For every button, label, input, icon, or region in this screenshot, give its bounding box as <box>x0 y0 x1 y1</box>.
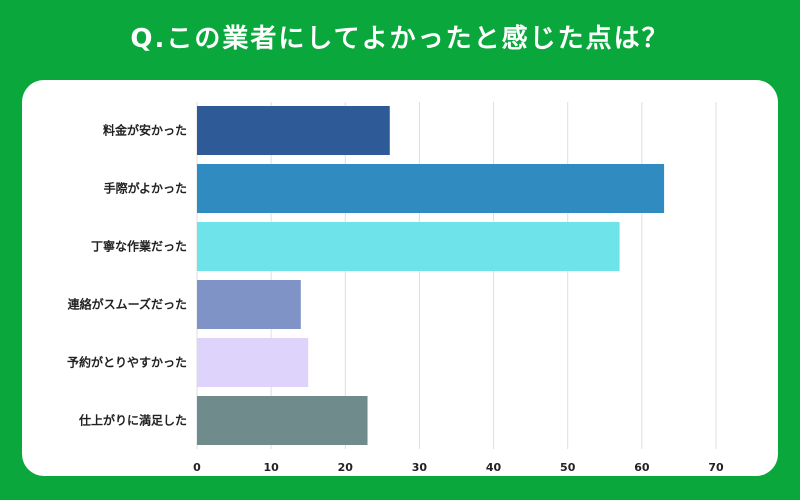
bar-chart: 料金が安かった手際がよかった丁寧な作業だった連絡がスムーズだった予約がとりやすか… <box>67 102 724 474</box>
category-label: 丁寧な作業だった <box>91 239 187 254</box>
chart-card: 料金が安かった 手際がよかった丁寧な作業だった連絡がスムーズだった 予約がとりやすか… <box>22 80 778 476</box>
x-tick-label: 60 <box>634 461 650 474</box>
category-label: 手際がよかった <box>104 181 187 196</box>
x-tick-label: 70 <box>708 461 724 474</box>
x-tick-label: 20 <box>338 461 354 474</box>
category-labels: 料金が安かった手際がよかった丁寧な作業だった連絡がスムーズだった予約がとりやすか… <box>67 123 187 428</box>
x-tick-label: 0 <box>193 461 201 474</box>
bars <box>197 106 665 445</box>
x-tick-label: 10 <box>263 461 279 474</box>
chart-title: Q.この業者にしてよかったと感じた点は？ <box>130 24 670 54</box>
x-tick-label: 30 <box>412 461 428 474</box>
bar <box>197 396 368 445</box>
category-label: 仕上がりに満足した <box>78 413 187 428</box>
category-label: 料金が安かった <box>103 123 187 138</box>
grid <box>196 102 717 449</box>
x-axis-ticks: 0 10 20 30 40 50 60 70 <box>193 461 724 474</box>
bar <box>197 338 309 387</box>
category-label: 連絡がスムーズだった <box>68 297 187 312</box>
bar <box>197 222 620 271</box>
x-tick-label: 50 <box>560 461 576 474</box>
bar <box>197 106 390 155</box>
category-label: 予約がとりやすかった <box>67 355 187 370</box>
x-tick-label: 40 <box>486 461 502 474</box>
bar <box>197 164 665 213</box>
bar <box>197 280 301 329</box>
